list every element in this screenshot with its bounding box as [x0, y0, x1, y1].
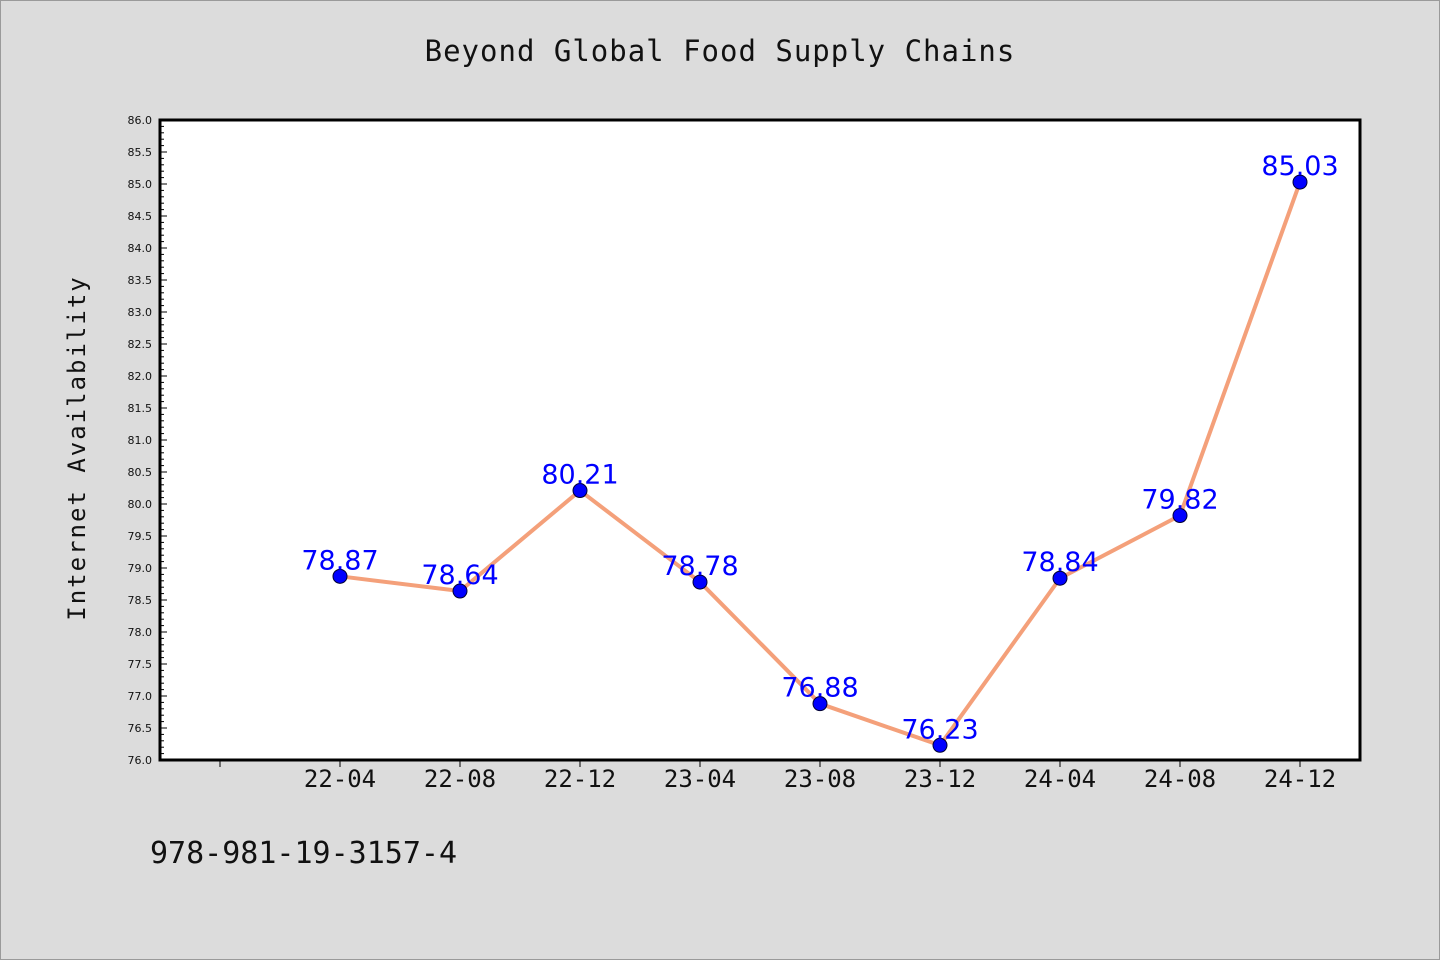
data-point	[812, 696, 828, 712]
y-tick-label: 79.5	[128, 530, 153, 543]
data-point	[1292, 174, 1308, 190]
y-tick-label: 78.5	[128, 594, 153, 607]
y-tick-label: 76.0	[128, 754, 153, 767]
data-label: 76.88	[781, 673, 858, 704]
data-label: 85.03	[1261, 151, 1338, 182]
y-tick-label: 79.0	[128, 562, 153, 575]
y-tick-label: 82.0	[128, 370, 153, 383]
y-tick-label: 83.0	[128, 306, 153, 319]
chart-title: Beyond Global Food Supply Chains	[424, 34, 1016, 68]
x-tick-label: 23-12	[904, 765, 976, 793]
data-point	[1052, 570, 1068, 586]
data-label: 78.87	[301, 545, 378, 576]
data-point	[572, 483, 588, 499]
x-tick-label: 22-04	[304, 765, 376, 793]
y-tick-label: 86.0	[128, 114, 153, 127]
data-point	[932, 737, 948, 753]
data-label: 76.23	[901, 714, 978, 745]
x-tick-label: 22-12	[544, 765, 616, 793]
y-tick-label: 84.0	[128, 242, 153, 255]
data-label: 78.78	[661, 551, 738, 582]
y-tick-label: 84.5	[128, 210, 153, 223]
y-tick-label: 80.0	[128, 498, 153, 511]
plot-border	[158, 118, 1362, 762]
y-tick-label: 76.5	[128, 722, 153, 735]
x-tick-label: 24-08	[1144, 765, 1216, 793]
y-tick-label: 81.5	[128, 402, 153, 415]
data-label: 78.84	[1021, 547, 1098, 578]
y-tick-label: 82.5	[128, 338, 153, 351]
x-tick-label: 24-04	[1024, 765, 1096, 793]
plot-area	[160, 120, 1360, 760]
data-label: 79.82	[1141, 485, 1218, 516]
y-tick-label: 81.0	[128, 434, 153, 447]
y-tick-label: 80.5	[128, 466, 153, 479]
x-tick-label: 24-12	[1264, 765, 1336, 793]
data-point	[692, 574, 708, 590]
data-point	[332, 568, 348, 584]
isbn-code: 978-981-19-3157-4	[150, 836, 458, 871]
y-tick-label: 77.5	[128, 658, 153, 671]
y-tick-label: 78.0	[128, 626, 153, 639]
data-label: 80.21	[541, 460, 618, 491]
data-label: 78.64	[421, 560, 498, 591]
y-tick-label: 83.5	[128, 274, 153, 287]
y-tick-label: 77.0	[128, 690, 153, 703]
x-tick-label: 23-08	[784, 765, 856, 793]
data-point	[452, 583, 468, 599]
x-tick-label: 23-04	[664, 765, 736, 793]
y-tick-label: 85.5	[128, 146, 153, 159]
y-tick-label: 85.0	[128, 178, 153, 191]
x-tick-label: 22-08	[424, 765, 496, 793]
data-point	[1172, 508, 1188, 524]
